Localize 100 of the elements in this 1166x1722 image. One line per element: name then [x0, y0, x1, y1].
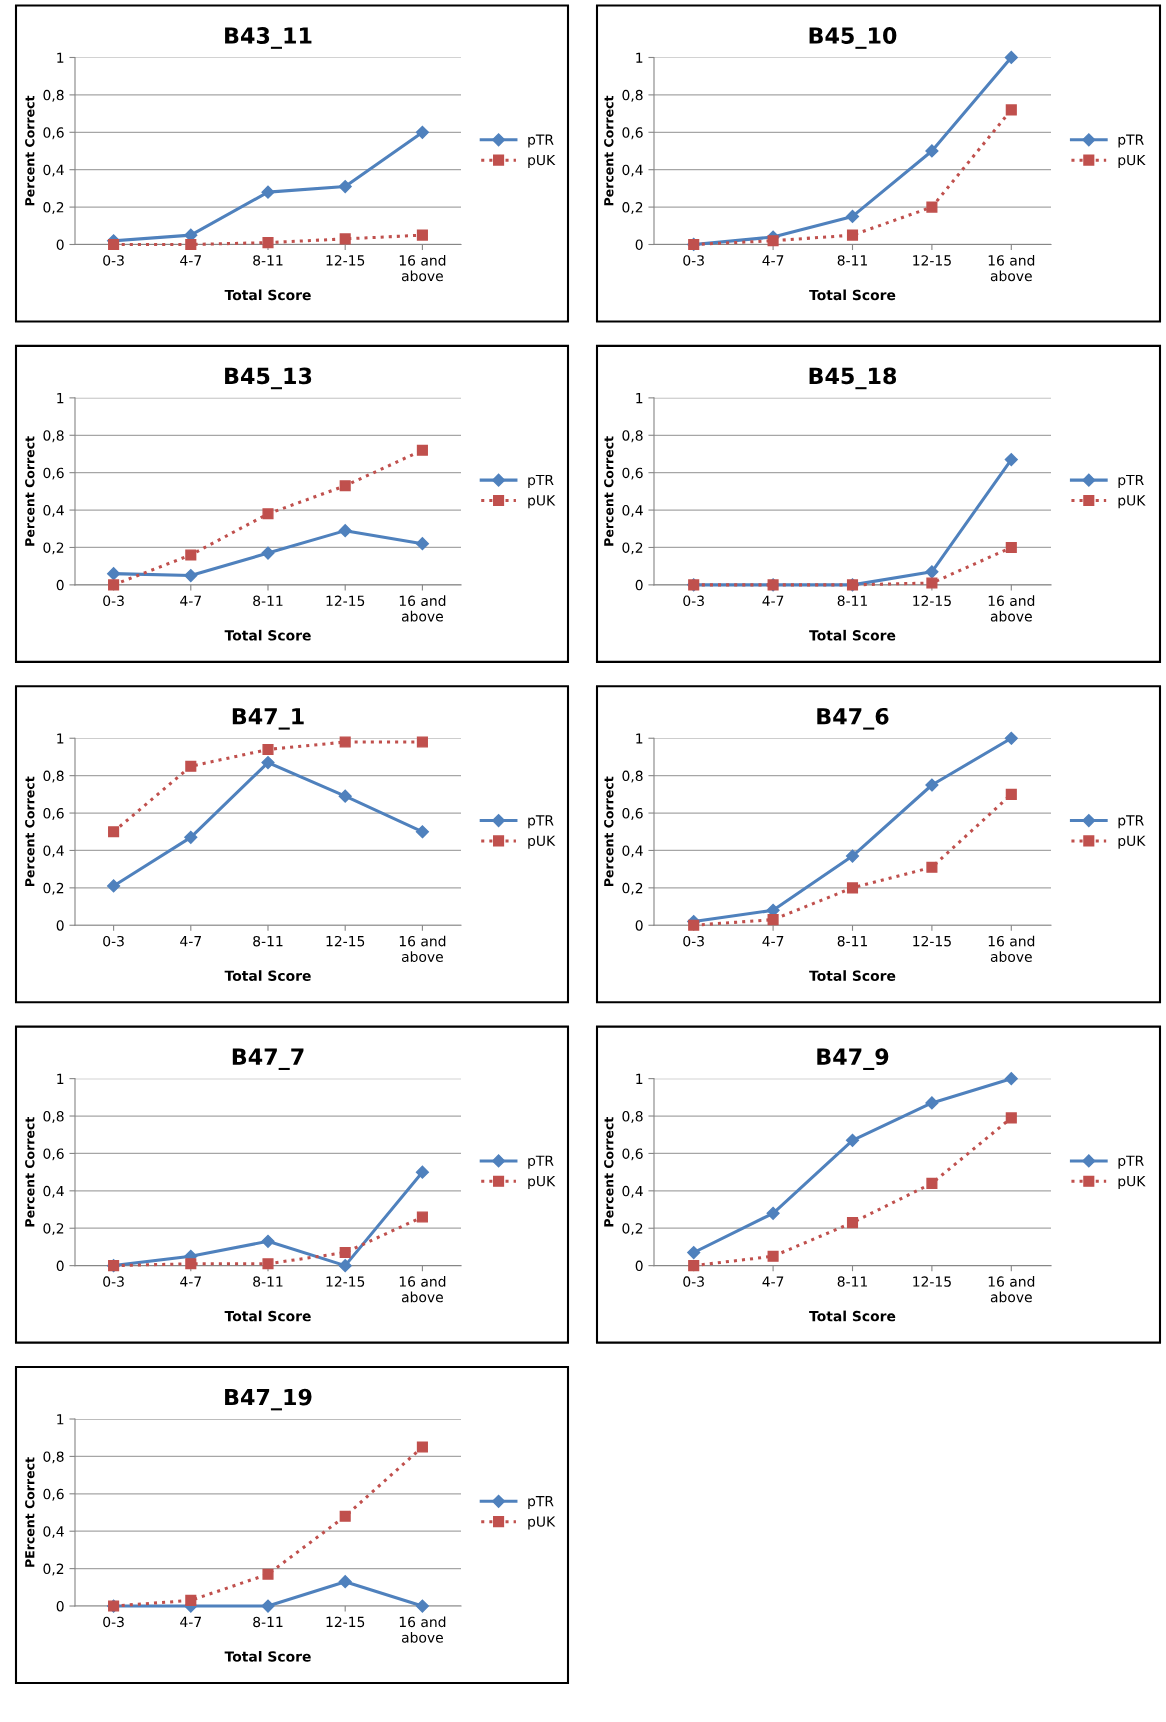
legend-label: pUK	[528, 1516, 556, 1530]
point	[108, 579, 120, 591]
point	[925, 1096, 939, 1110]
point	[261, 1599, 275, 1613]
x-tick-label: 0-3	[683, 595, 704, 607]
y-tick-label: 0,6	[43, 808, 64, 820]
x-tick-label: 8-11	[253, 1276, 283, 1287]
point	[1004, 50, 1018, 65]
point	[338, 789, 352, 803]
y-tick-label: 0,6	[43, 1488, 64, 1501]
y-axis-title: Percent Correct	[25, 776, 35, 887]
point	[339, 1510, 351, 1522]
x-tick-label: 12-15	[326, 1276, 365, 1287]
y-tick-label: 0,4	[622, 845, 643, 858]
x-tick-label: 8-11	[837, 595, 867, 607]
point	[415, 537, 429, 551]
y-tick-label: 0	[635, 579, 643, 591]
x-tick-label: 12-15	[913, 1276, 951, 1287]
legend-label: pTR	[1118, 1155, 1144, 1169]
y-axis-title: Percent Correct	[604, 776, 614, 887]
y-tick-label: 0,8	[622, 430, 643, 443]
legend-label: pTR	[528, 1496, 554, 1510]
x-axis-title: Total Score	[809, 629, 896, 641]
point	[415, 125, 429, 139]
point	[185, 549, 197, 561]
y-tick-label: 0,8	[622, 1111, 643, 1123]
point	[108, 238, 120, 251]
point	[261, 185, 275, 199]
point	[688, 919, 700, 931]
x-tick-label: 4-7	[762, 595, 784, 606]
legend-label: pUK	[528, 1176, 556, 1190]
y-tick-label: 0,8	[622, 770, 643, 783]
point	[416, 229, 428, 241]
y-tick-label: 0,6	[622, 1148, 643, 1161]
point	[338, 179, 352, 194]
point	[107, 567, 121, 581]
y-tick-label: 0,4	[43, 505, 64, 517]
x-tick-label: 16 and above	[988, 935, 1035, 962]
y-tick-label: 0,2	[622, 202, 643, 214]
point	[261, 755, 275, 770]
x-tick-label: 12-15	[326, 1616, 365, 1628]
point	[415, 1599, 429, 1613]
point	[767, 235, 779, 247]
y-axis-title: Percent Correct	[604, 95, 614, 206]
x-tick-label: 16 and above	[399, 1276, 446, 1303]
chart-title: B47_19	[225, 1388, 312, 1411]
x-tick-label: 4-7	[762, 936, 784, 947]
x-tick-label: 12-15	[326, 935, 365, 947]
point	[845, 849, 860, 863]
point	[1004, 1072, 1018, 1086]
legend-label: pTR	[528, 134, 554, 148]
point	[416, 736, 428, 748]
y-tick-label: 0,6	[622, 467, 643, 480]
y-tick-label: 1	[636, 52, 643, 63]
x-tick-label: 16 and above	[988, 1276, 1035, 1303]
x-axis-title: Total Score	[809, 970, 896, 981]
point	[926, 577, 938, 589]
y-tick-label: 0,2	[43, 542, 64, 555]
x-tick-label: 8-11	[253, 595, 283, 607]
point	[416, 444, 428, 456]
point	[339, 480, 351, 492]
point	[338, 524, 352, 538]
point	[185, 238, 197, 251]
point	[261, 1234, 275, 1248]
point	[262, 237, 274, 249]
y-tick-label: 1	[57, 1414, 64, 1425]
point	[926, 861, 938, 873]
chart-title: B45_18	[809, 367, 897, 390]
legend-label: pUK	[1118, 1176, 1146, 1190]
point	[262, 1258, 274, 1270]
point	[1004, 452, 1018, 467]
y-axis-title: PErcent Correct	[25, 1457, 35, 1567]
y-tick-label: 0,4	[43, 845, 64, 858]
point	[925, 144, 939, 158]
point	[926, 1177, 938, 1189]
y-tick-label: 0,6	[622, 127, 643, 140]
chart-title: B47_7	[232, 1048, 304, 1070]
y-tick-label: 0,8	[43, 1111, 64, 1123]
point	[184, 830, 198, 844]
x-tick-label: 16 and above	[399, 595, 446, 622]
x-tick-label: 4-7	[180, 1276, 201, 1287]
y-tick-label: 1	[57, 1073, 64, 1084]
x-tick-label: 16 and above	[399, 254, 446, 282]
x-tick-label: 8-11	[837, 255, 867, 266]
x-tick-label: 4-7	[180, 1616, 201, 1627]
x-tick-label: 0-3	[683, 1276, 704, 1287]
point	[339, 736, 351, 748]
x-tick-label: 4-7	[762, 1276, 784, 1287]
point	[416, 1441, 428, 1453]
y-tick-label: 0,2	[43, 202, 64, 214]
legend-label: pUK	[528, 154, 556, 168]
y-tick-label: 0	[635, 1260, 643, 1272]
y-tick-label: 0,4	[622, 1185, 643, 1198]
x-tick-label: 12-15	[913, 255, 951, 266]
point	[262, 743, 274, 756]
y-tick-label: 1	[57, 52, 64, 63]
x-axis-title: Total Score	[809, 1310, 896, 1322]
y-tick-label: 0	[56, 1260, 64, 1272]
point	[766, 1206, 780, 1220]
point	[416, 1211, 428, 1223]
